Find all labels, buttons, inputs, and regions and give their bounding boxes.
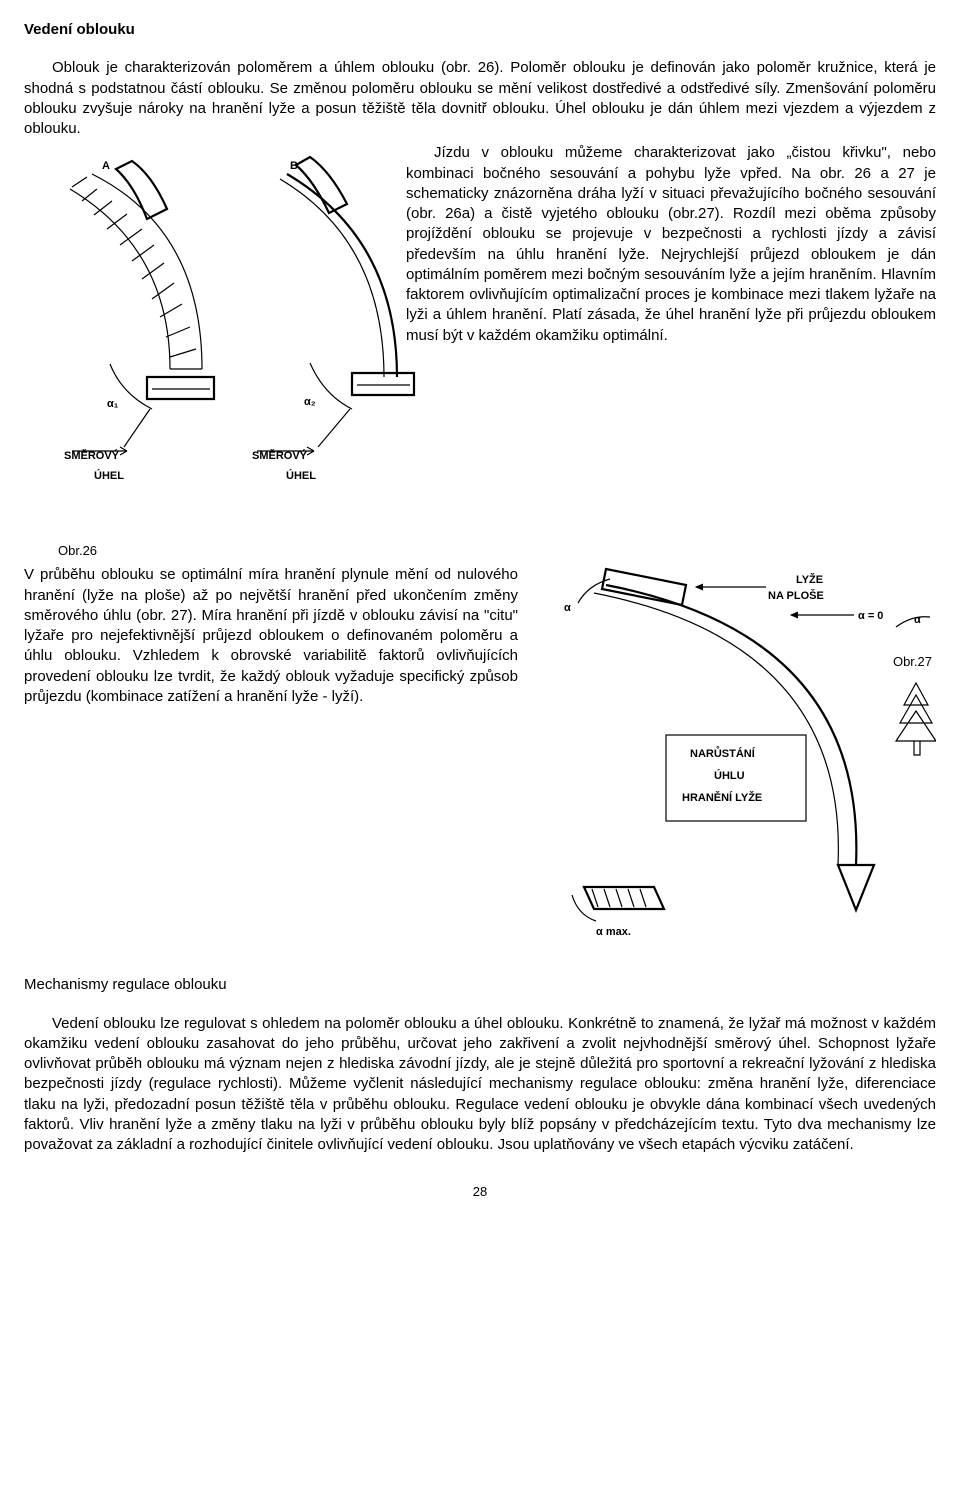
fig26-alpha1: α₁ — [107, 398, 119, 410]
fig26-uhel-l: ÚHEL — [94, 469, 124, 482]
page-title: Vedení oblouku — [24, 20, 936, 40]
paragraph-2-text: Jízdu v oblouku můžeme charakterizovat j… — [406, 144, 936, 343]
fig27-lyze: LYŽE — [796, 573, 823, 586]
fig27-box3: HRANĚNÍ LYŽE — [682, 791, 762, 804]
fig27-caption: Obr.27 — [893, 653, 932, 671]
paragraph-2: A α₁ B α₂ — [24, 143, 936, 346]
figure-27-svg: α LYŽE NA PLOŠE α = 0 α NARŮSTÁNÍ ÚHLU H… — [536, 565, 936, 945]
paragraph-1: Oblouk je charakterizován poloměrem a úh… — [24, 58, 936, 139]
fig27-naplose: NA PLOŠE — [768, 589, 824, 602]
fig26-alpha2: α₂ — [304, 396, 316, 408]
paragraph-3-text: V průběhu oblouku se optimální míra hran… — [24, 566, 518, 705]
fig27-a0: α = 0 — [858, 610, 883, 622]
fig27-alpha-l: α — [564, 602, 571, 614]
subtitle: Mechanismy regulace oblouku — [24, 975, 936, 995]
fig26-caption: Obr.26 — [30, 542, 97, 560]
fig27-alpha-r: α — [914, 614, 921, 626]
fig26-label-a: A — [102, 160, 110, 172]
paragraph-3: α LYŽE NA PLOŠE α = 0 α NARŮSTÁNÍ ÚHLU H… — [24, 565, 936, 707]
page-number: 28 — [24, 1183, 936, 1201]
figure-26: A α₁ B α₂ — [24, 149, 394, 559]
paragraph-4: Vedení oblouku lze regulovat s ohledem n… — [24, 1014, 936, 1156]
figure-26-svg: A α₁ B α₂ — [52, 149, 422, 559]
fig26-uhel-r: ÚHEL — [286, 469, 316, 482]
fig27-amax: α max. — [596, 926, 631, 938]
figure-27: α LYŽE NA PLOŠE α = 0 α NARŮSTÁNÍ ÚHLU H… — [536, 565, 936, 945]
fig27-box1: NARŮSTÁNÍ — [690, 746, 756, 760]
fig27-box2: ÚHLU — [714, 769, 745, 782]
